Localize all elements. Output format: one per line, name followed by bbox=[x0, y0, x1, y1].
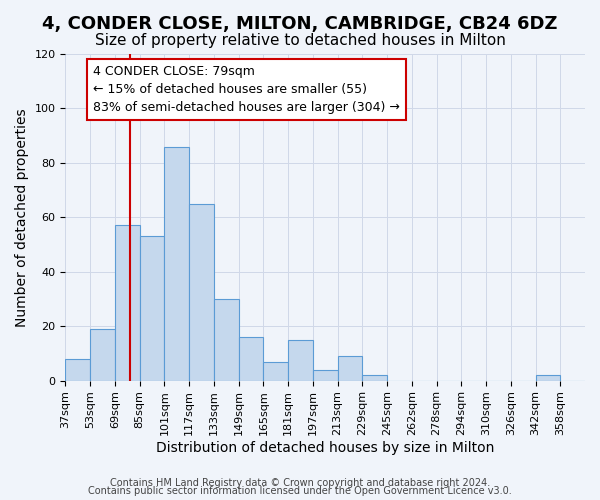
Bar bbox=[362, 375, 387, 380]
Bar bbox=[263, 362, 288, 380]
Bar bbox=[164, 146, 189, 380]
Bar bbox=[140, 236, 164, 380]
Bar bbox=[65, 359, 90, 380]
Bar bbox=[239, 337, 263, 380]
Y-axis label: Number of detached properties: Number of detached properties bbox=[15, 108, 29, 326]
Bar bbox=[90, 329, 115, 380]
Bar bbox=[115, 226, 140, 380]
Bar bbox=[189, 204, 214, 380]
Text: 4, CONDER CLOSE, MILTON, CAMBRIDGE, CB24 6DZ: 4, CONDER CLOSE, MILTON, CAMBRIDGE, CB24… bbox=[43, 15, 557, 33]
Text: 4 CONDER CLOSE: 79sqm
← 15% of detached houses are smaller (55)
83% of semi-deta: 4 CONDER CLOSE: 79sqm ← 15% of detached … bbox=[93, 65, 400, 114]
Bar bbox=[536, 375, 560, 380]
Bar bbox=[288, 340, 313, 380]
Text: Size of property relative to detached houses in Milton: Size of property relative to detached ho… bbox=[95, 32, 505, 48]
Bar bbox=[338, 356, 362, 380]
Text: Contains public sector information licensed under the Open Government Licence v3: Contains public sector information licen… bbox=[88, 486, 512, 496]
Bar bbox=[214, 299, 239, 380]
Text: Contains HM Land Registry data © Crown copyright and database right 2024.: Contains HM Land Registry data © Crown c… bbox=[110, 478, 490, 488]
Bar bbox=[313, 370, 338, 380]
X-axis label: Distribution of detached houses by size in Milton: Distribution of detached houses by size … bbox=[156, 441, 494, 455]
